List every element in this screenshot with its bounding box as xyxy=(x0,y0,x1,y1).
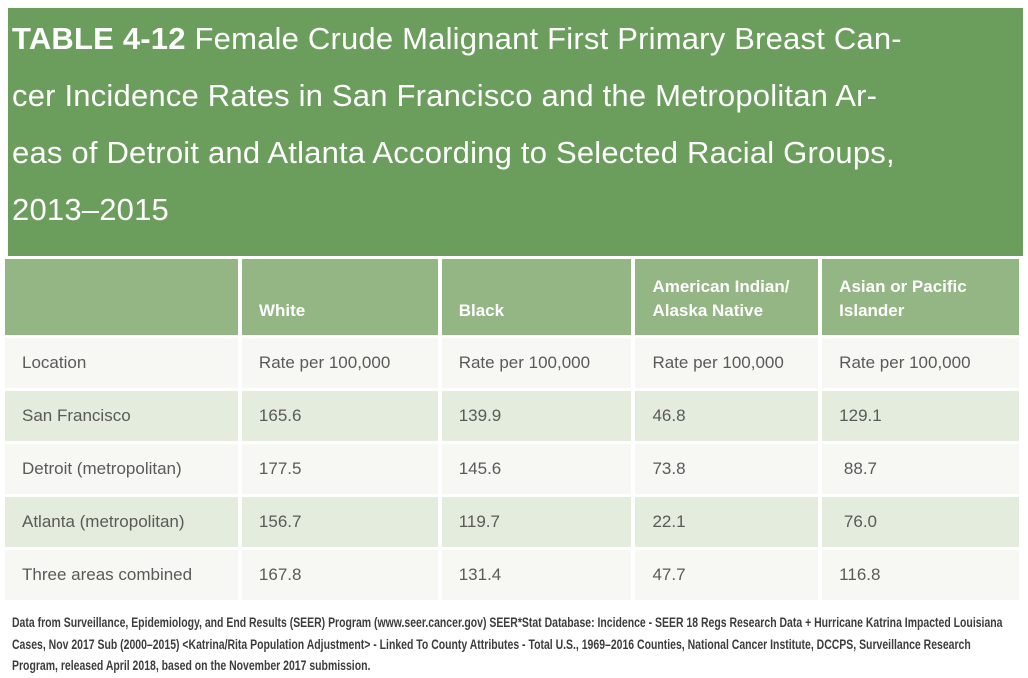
table-row: Location Rate per 100,000 Rate per 100,0… xyxy=(5,338,1019,388)
table-title-line: eas of Detroit and Atlanta According to … xyxy=(12,135,895,170)
column-header-label: Asian or Pacific xyxy=(839,277,967,296)
location-cell: Location xyxy=(5,338,238,388)
table-title-text: Female Crude Malignant First Primary Bre… xyxy=(185,21,902,56)
value-cell: Rate per 100,000 xyxy=(822,338,1019,388)
column-header-label: Islander xyxy=(839,301,905,320)
table-header-row: White Black American Indian/ Alaska Nati… xyxy=(5,259,1019,335)
value-cell: 119.7 xyxy=(441,497,632,547)
value-cell: 46.8 xyxy=(635,391,819,441)
table-title-line: TABLE 4-12 Female Crude Malignant First … xyxy=(12,10,1015,67)
value-cell: Rate per 100,000 xyxy=(241,338,438,388)
table-row: San Francisco 165.6 139.9 46.8 129.1 xyxy=(5,391,1019,441)
value-cell: 22.1 xyxy=(635,497,819,547)
value-cell: 165.6 xyxy=(241,391,438,441)
value-cell: 47.7 xyxy=(635,550,819,600)
header-cell-empty xyxy=(5,259,238,335)
header-cell-white: White xyxy=(241,259,438,335)
table-number: TABLE 4-12 xyxy=(12,21,186,56)
column-header-label: White xyxy=(258,301,306,320)
location-cell: Three areas combined xyxy=(5,550,238,600)
value-cell: 129.1 xyxy=(822,391,1019,441)
header-cell-asian-pacific-islander: Asian or Pacific Islander xyxy=(822,259,1019,335)
location-cell: Atlanta (metropolitan) xyxy=(5,497,238,547)
value-cell: 156.7 xyxy=(241,497,438,547)
value-cell: 76.0 xyxy=(822,497,1019,547)
table-row: Three areas combined 167.8 131.4 47.7 11… xyxy=(5,550,1019,600)
header-cell-american-indian-alaska-native: American Indian/ Alaska Native xyxy=(635,259,819,335)
value-cell: 167.8 xyxy=(241,550,438,600)
value-cell: Rate per 100,000 xyxy=(441,338,632,388)
page: TABLE 4-12 Female Crude Malignant First … xyxy=(0,8,1028,677)
table-row: Atlanta (metropolitan) 156.7 119.7 22.1 … xyxy=(5,497,1019,547)
header-cell-black: Black xyxy=(441,259,632,335)
value-cell: 145.6 xyxy=(441,444,632,494)
table-title-band: TABLE 4-12 Female Crude Malignant First … xyxy=(8,8,1023,256)
value-cell: 139.9 xyxy=(441,391,632,441)
value-cell: Rate per 100,000 xyxy=(635,338,819,388)
value-cell: 73.8 xyxy=(635,444,819,494)
column-header-label: Alaska Native xyxy=(652,301,764,320)
location-cell: Detroit (metropolitan) xyxy=(5,444,238,494)
column-header-label: American Indian/ xyxy=(652,277,790,296)
source-footnote: Data from Surveillance, Epidemiology, an… xyxy=(12,615,1003,673)
location-cell: San Francisco xyxy=(5,391,238,441)
incidence-rates-table: White Black American Indian/ Alaska Nati… xyxy=(1,256,1023,603)
value-cell: 116.8 xyxy=(822,550,1019,600)
table-title-line: 2013–2015 xyxy=(12,192,169,227)
value-cell: 88.7 xyxy=(822,444,1019,494)
value-cell: 131.4 xyxy=(441,550,632,600)
table-title-line: cer Incidence Rates in San Francisco and… xyxy=(12,78,878,113)
table-row: Detroit (metropolitan) 177.5 145.6 73.8 … xyxy=(5,444,1019,494)
column-header-label: Black xyxy=(458,301,505,320)
value-cell: 177.5 xyxy=(241,444,438,494)
